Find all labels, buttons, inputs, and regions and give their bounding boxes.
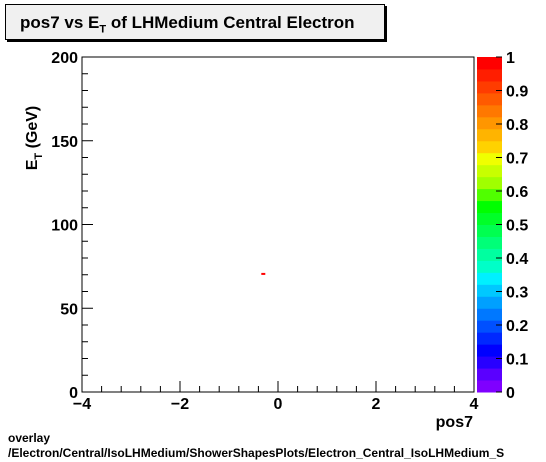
colorbar-segment bbox=[477, 200, 502, 214]
colorbar-segment bbox=[477, 356, 502, 369]
colorbar-segment bbox=[477, 260, 502, 273]
colorbar-tick-label: 0 bbox=[506, 385, 515, 402]
colorbar-tick-label: 1 bbox=[506, 50, 515, 67]
colorbar-segment bbox=[477, 164, 502, 178]
axes: −4 −2 0 2 4 0 50 100 150 200 bbox=[51, 50, 478, 413]
x-tick-label: 2 bbox=[372, 396, 381, 413]
colorbar-tick-label: 0.9 bbox=[506, 84, 528, 101]
colorbar-segment bbox=[477, 140, 502, 154]
colorbar-segment bbox=[477, 272, 502, 285]
y-axis-label-subscript: T bbox=[33, 153, 45, 160]
colorbar-segment bbox=[477, 224, 502, 237]
chart-title-suffix: of LHMedium Central Electron bbox=[106, 13, 355, 32]
colorbar-segment bbox=[477, 152, 502, 166]
colorbar-segment bbox=[477, 68, 502, 82]
colorbar-segment bbox=[477, 344, 502, 357]
footer-line-2: /Electron/Central/IsoLHMedium/ShowerShap… bbox=[8, 446, 505, 460]
colorbar-tick-label: 0.6 bbox=[506, 184, 528, 201]
colorbar-segment bbox=[477, 320, 502, 333]
colorbar-tick-label: 0.7 bbox=[506, 151, 528, 168]
colorbar-segment bbox=[477, 284, 502, 297]
colorbar-segment bbox=[477, 57, 502, 70]
x-tick-label: 0 bbox=[274, 396, 283, 413]
colorbar-segment bbox=[477, 80, 502, 94]
y-tick-label: 200 bbox=[51, 50, 78, 67]
colorbar-segment bbox=[477, 380, 502, 393]
colorbar-tick-label: 0.3 bbox=[506, 285, 528, 302]
footer-line-1: overlay bbox=[8, 431, 51, 445]
plot-frame bbox=[81, 56, 475, 393]
colorbar-segment bbox=[477, 296, 502, 309]
colorbar-segment bbox=[477, 116, 502, 130]
colorbar-segment bbox=[477, 332, 502, 345]
y-tick-label: 150 bbox=[51, 134, 78, 151]
colorbar-segment bbox=[477, 308, 502, 321]
y-tick-label: 50 bbox=[60, 301, 78, 318]
colorbar-segment bbox=[477, 104, 502, 118]
y-axis-label-suffix: (GeV) bbox=[24, 106, 41, 153]
colorbar-segment bbox=[477, 176, 502, 190]
x-tick-label: 4 bbox=[470, 396, 479, 413]
colorbar-segment bbox=[477, 212, 502, 225]
chart-title-subscript: T bbox=[99, 23, 107, 36]
colorbar: 0 0.1 0.2 0.3 0.4 0.5 0.6 0.7 0.8 0.9 1 bbox=[477, 50, 528, 402]
x-axis-label: pos7 bbox=[436, 414, 473, 431]
colorbar-tick-label: 0.5 bbox=[506, 218, 528, 235]
y-tick-label: 100 bbox=[51, 218, 78, 235]
y-axis-label: ET (GeV) bbox=[24, 106, 45, 171]
chart-title-box: pos7 vs ET of LHMedium Central Electron bbox=[5, 4, 385, 40]
colorbar-segment bbox=[477, 128, 502, 142]
x-tick-label: −4 bbox=[73, 396, 91, 413]
y-axis-label-main: E bbox=[24, 159, 41, 170]
colorbar-tick-label: 0.1 bbox=[506, 352, 528, 369]
heatmap-cell bbox=[261, 272, 266, 275]
colorbar-segment bbox=[477, 188, 502, 202]
colorbar-segment bbox=[477, 368, 502, 381]
colorbar-tick-label: 0.8 bbox=[506, 117, 528, 134]
x-tick-label: −2 bbox=[171, 396, 189, 413]
colorbar-segment bbox=[477, 236, 502, 249]
chart-title-prefix: pos7 vs E bbox=[20, 13, 100, 32]
heatmap-cells bbox=[261, 272, 266, 275]
chart-title: pos7 vs ET of LHMedium Central Electron bbox=[20, 13, 355, 35]
colorbar-tick-label: 0.4 bbox=[506, 251, 528, 268]
colorbar-segment bbox=[477, 92, 502, 106]
colorbar-segment bbox=[477, 248, 502, 261]
y-tick-label: 0 bbox=[69, 385, 78, 402]
colorbar-tick-label: 0.2 bbox=[506, 318, 528, 335]
